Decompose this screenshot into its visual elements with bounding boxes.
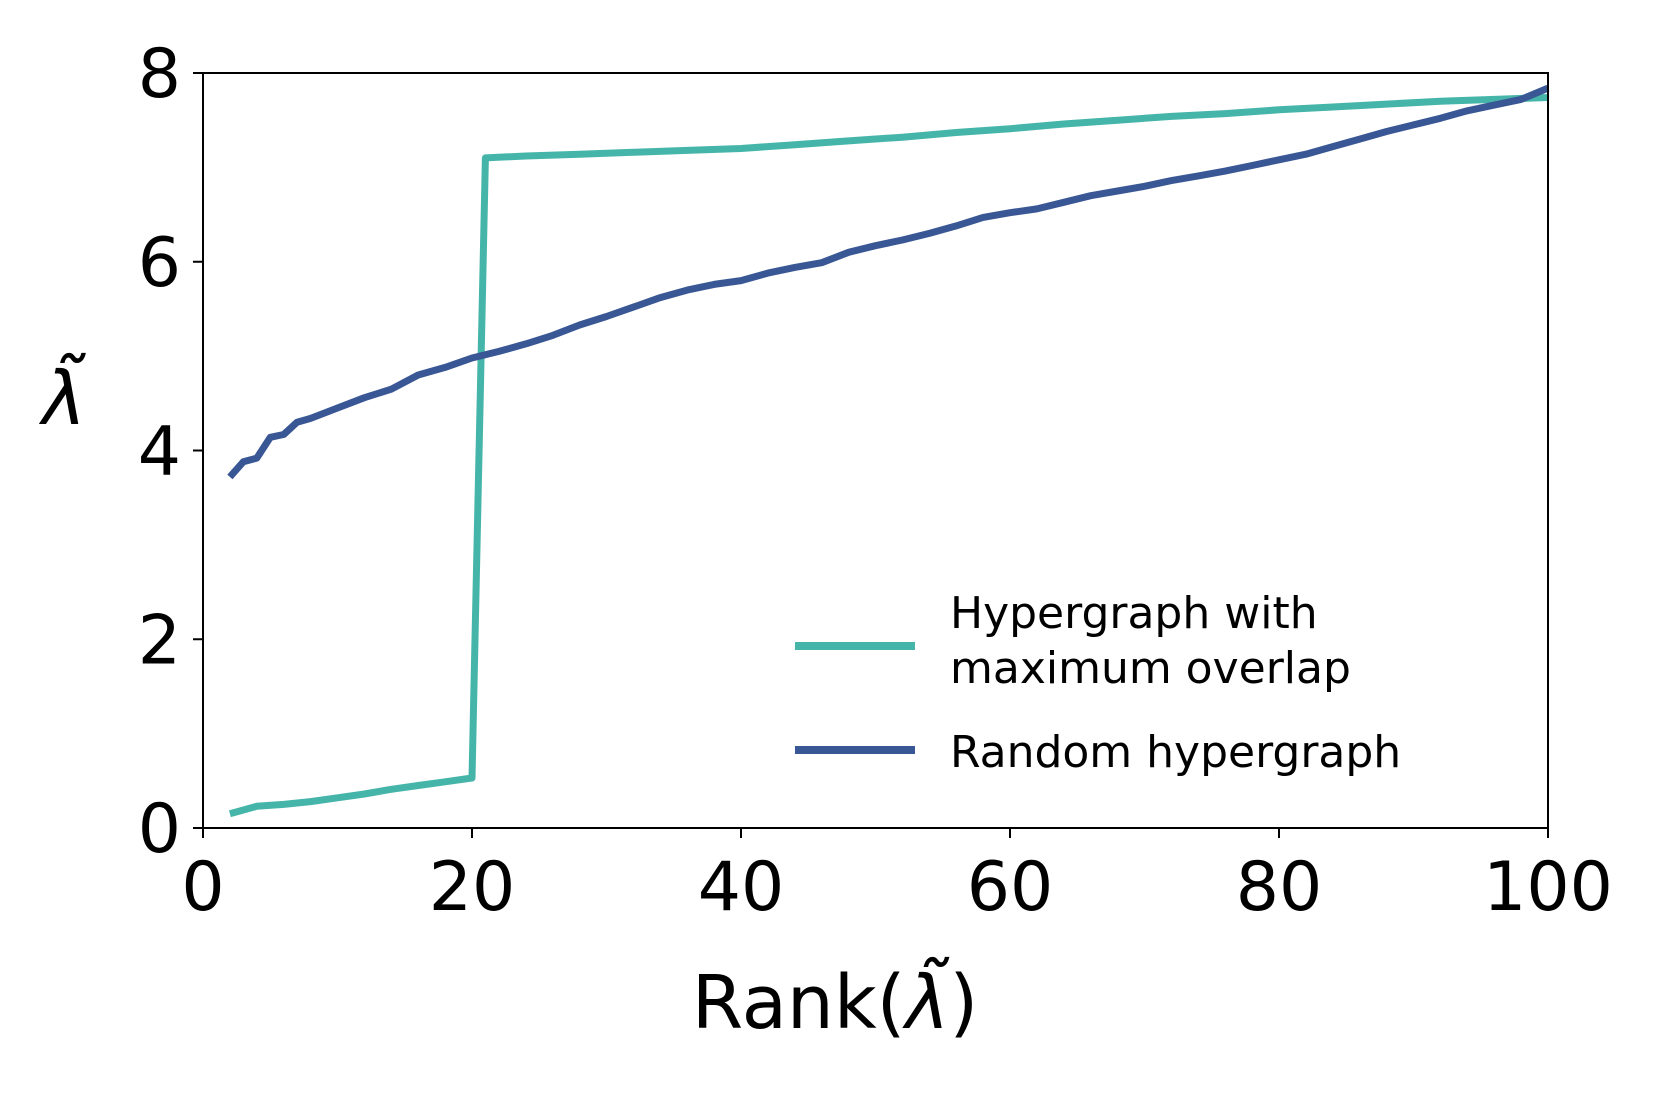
legend-label-hypergraph-max-overlap: Hypergraph with maximum overlap xyxy=(950,588,1351,694)
tick-layer: 0 20 40 60 80 100 0 2 4 6 8 xyxy=(138,35,1613,927)
y-axis-label: λ̃ xyxy=(38,353,86,442)
legend: Hypergraph with maximum overlap Random h… xyxy=(795,588,1401,778)
y-tick-label: 0 xyxy=(138,790,181,869)
y-tick-label: 8 xyxy=(138,35,181,114)
x-tick-label: 80 xyxy=(1236,848,1323,927)
y-tick-label: 2 xyxy=(138,601,181,680)
series-layer xyxy=(227,84,1550,818)
x-tick-label: 0 xyxy=(181,848,224,927)
x-tick-label: 20 xyxy=(429,848,516,927)
series-line-random-hypergraph xyxy=(227,84,1550,480)
y-tick-label: 4 xyxy=(138,413,181,492)
x-tick-label: 40 xyxy=(698,848,785,927)
legend-label-random-hypergraph: Random hypergraph xyxy=(950,727,1401,778)
x-tick-label: 100 xyxy=(1483,848,1613,927)
y-tick-label: 6 xyxy=(138,224,181,303)
plot-area-frame xyxy=(202,72,1549,829)
x-tick-label: 60 xyxy=(967,848,1054,927)
series-line-hypergraph-max-overlap xyxy=(228,94,1549,818)
x-axis-label: Rank(λ̃) xyxy=(692,957,978,1046)
